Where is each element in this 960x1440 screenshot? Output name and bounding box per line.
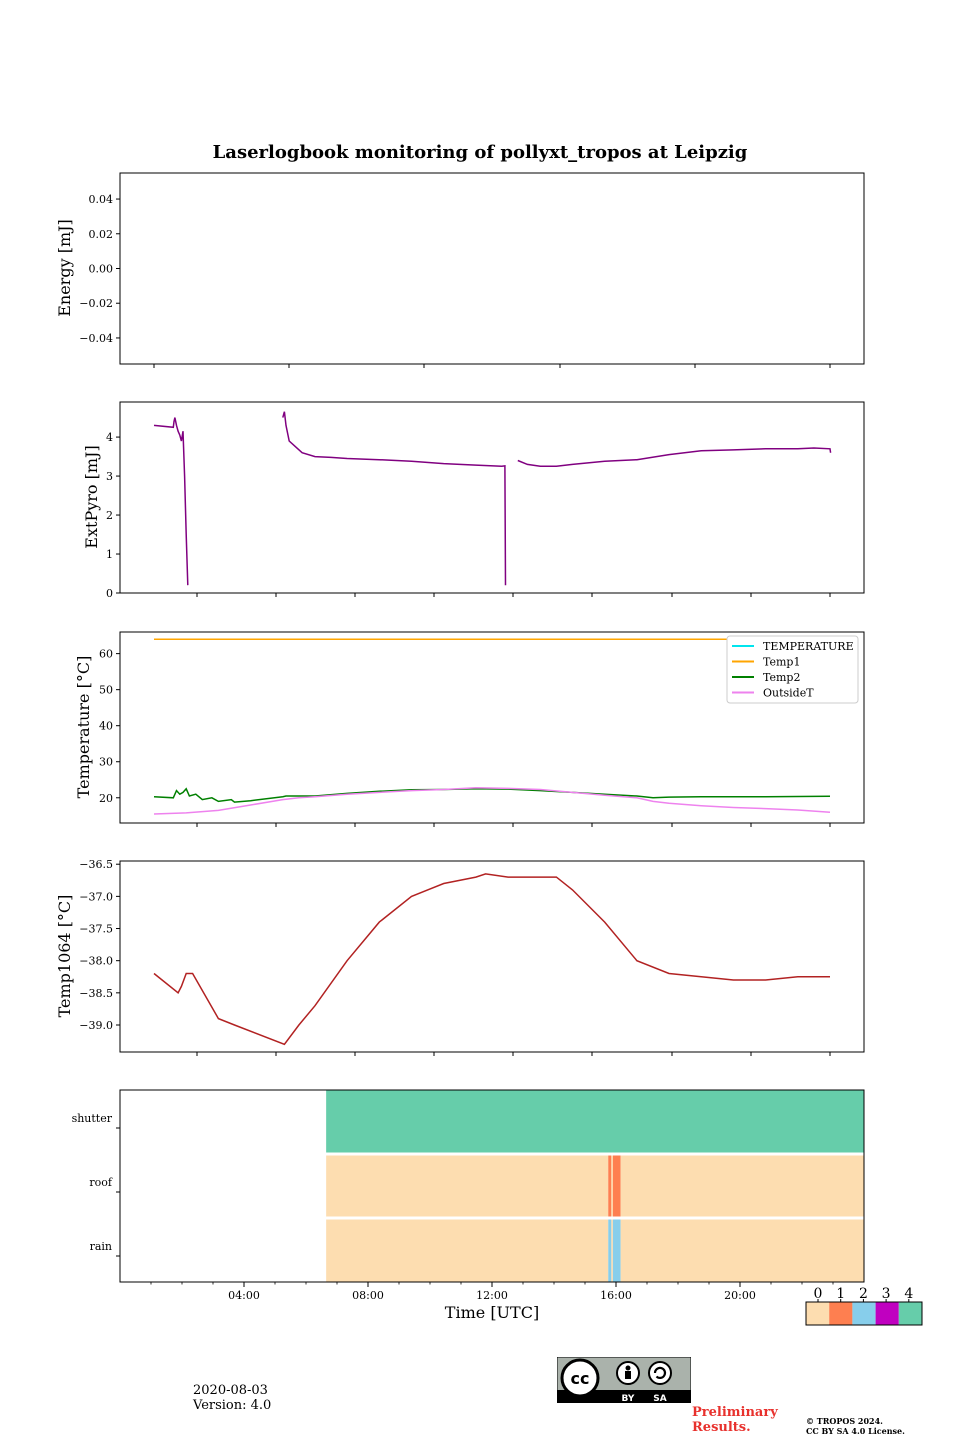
status-block-rain xyxy=(620,1219,864,1282)
temp1064-ytick-label: −37.5 xyxy=(79,923,113,936)
status-xtick-label: 16:00 xyxy=(600,1289,632,1302)
temperature-ytick-label: 40 xyxy=(99,720,113,733)
status-row-label-roof: roof xyxy=(89,1176,113,1189)
extpyro-ytick-label: 2 xyxy=(106,509,113,522)
status-block-rain xyxy=(611,1219,613,1282)
extpyro-axes-frame xyxy=(119,401,865,594)
footer-date-version: 2020-08-03 Version: 4.0 xyxy=(193,1383,271,1413)
energy-panel: Energy [mJ] 0.04 0.02 0.00 −0.02 −0.04 xyxy=(55,172,865,368)
energy-ytick-label: 0.02 xyxy=(89,228,114,241)
temp1064-axes-frame xyxy=(119,860,865,1053)
status-xtick-label: 20:00 xyxy=(724,1289,756,1302)
status-block-roof xyxy=(612,1155,621,1217)
status-row-label-shutter: shutter xyxy=(72,1112,113,1125)
preliminary-results-note: Preliminary Results. xyxy=(692,1405,778,1435)
extpyro-ytick-label: 4 xyxy=(106,431,113,444)
sa-share-alike-icon xyxy=(648,1361,672,1385)
temp1064-series-temp1064 xyxy=(153,873,830,1046)
colorbar-swatch-0 xyxy=(806,1302,830,1325)
extpyro-ytick-label: 0 xyxy=(106,587,113,600)
status-block-roof xyxy=(611,1155,613,1217)
preliminary-line1: Preliminary xyxy=(692,1405,778,1420)
badge-by-label: BY xyxy=(622,1394,635,1403)
status-panel: Time [UTC] shutter roof rain 04:00 08:00 12:0… xyxy=(72,1089,865,1322)
colorbar-label-4: 4 xyxy=(904,1286,913,1302)
svg-text:cc: cc xyxy=(571,1369,590,1388)
colorbar-swatch-1 xyxy=(829,1302,853,1325)
temperature-ytick-label: 50 xyxy=(99,684,113,697)
temp1064-ytick-label: −38.5 xyxy=(79,987,113,1000)
energy-ytick-label: −0.02 xyxy=(79,297,113,310)
temperature-ylabel: Temperature [°C] xyxy=(74,656,93,799)
preliminary-line2: Results. xyxy=(692,1420,751,1435)
time-xlabel: Time [UTC] xyxy=(445,1303,539,1322)
copyright-line2: CC BY SA 4.0 License. xyxy=(806,1426,905,1436)
cc-icon xyxy=(560,1358,600,1398)
energy-axes-frame xyxy=(119,172,865,365)
temperature-axes-frame xyxy=(119,631,865,824)
status-block-roof xyxy=(620,1155,864,1217)
colorbar-label-2: 2 xyxy=(859,1286,868,1302)
cc-by-sa-license-badge[interactable]: cc BY SA xyxy=(557,1357,691,1403)
status-row-label-rain: rain xyxy=(90,1240,112,1253)
colorbar-frame xyxy=(805,1301,923,1326)
status-block-rain xyxy=(326,1219,609,1282)
temperature-ytick-label: 60 xyxy=(99,648,113,661)
legend-label-temperature: TEMPERATURE xyxy=(763,640,854,653)
colorbar-swatch-2 xyxy=(852,1302,876,1325)
colorbar-swatch-4 xyxy=(898,1302,922,1325)
colorbar-label-3: 3 xyxy=(882,1286,891,1302)
extpyro-series-extpyro xyxy=(517,447,832,468)
temp1064-ytick-label: −36.5 xyxy=(79,858,113,871)
legend-label-temp1: Temp1 xyxy=(763,656,800,669)
extpyro-ylabel: ExtPyro [mJ] xyxy=(82,445,101,548)
temperature-panel: Temperature [°C] 20 30 40 50 60 TEMPERATURE Te… xyxy=(74,631,865,827)
colorbar-label-0: 0 xyxy=(814,1286,823,1302)
colorbar-swatch-3 xyxy=(875,1302,899,1325)
status-block-rain xyxy=(612,1219,621,1282)
temp1064-panel: Temp1064 [°C] −36.5 −37.0 −37.5 −38.0 −38.5 −… xyxy=(55,858,865,1056)
temp1064-ytick-label: −38.0 xyxy=(79,955,113,968)
temp1064-ylabel: Temp1064 [°C] xyxy=(55,895,74,1018)
status-block-roof xyxy=(326,1155,609,1217)
footer-version: Version: 4.0 xyxy=(193,1398,272,1413)
temperature-series-temp2 xyxy=(153,787,831,803)
status-block-shutter xyxy=(326,1090,864,1153)
extpyro-series-extpyro xyxy=(282,411,507,586)
status-xtick-label: 08:00 xyxy=(352,1289,384,1302)
legend-label-outsidet: OutsideT xyxy=(763,687,814,700)
extpyro-ytick-label: 1 xyxy=(106,548,113,561)
temperature-ytick-label: 30 xyxy=(99,756,113,769)
legend-label-temp2: Temp2 xyxy=(763,671,800,684)
chart-title: Laserlogbook monitoring of pollyxt_tropo… xyxy=(213,142,748,163)
temperature-ytick-label: 20 xyxy=(99,792,113,805)
status-xtick-label: 04:00 xyxy=(228,1289,260,1302)
temperature-series-outsidet xyxy=(153,786,831,815)
copyright-line1: © TROPOS 2024. xyxy=(806,1416,883,1426)
energy-ylabel: Energy [mJ] xyxy=(55,219,74,317)
extpyro-ytick-label: 3 xyxy=(106,470,113,483)
energy-ytick-label: 0.00 xyxy=(89,263,114,276)
status-block-roof xyxy=(608,1155,612,1217)
temperature-legend xyxy=(726,635,859,704)
energy-ytick-label: −0.04 xyxy=(79,332,113,345)
energy-ytick-label: 0.04 xyxy=(89,193,114,206)
badge-sa-label: SA xyxy=(653,1394,666,1403)
status-xtick-label: 12:00 xyxy=(476,1289,508,1302)
temp1064-ytick-label: −39.0 xyxy=(79,1019,113,1032)
footer-date: 2020-08-03 xyxy=(193,1383,268,1398)
status-block-rain xyxy=(608,1219,612,1282)
copyright-note: © TROPOS 2024. CC BY SA 4.0 License. xyxy=(806,1416,905,1436)
temp1064-ytick-label: −37.0 xyxy=(79,890,113,903)
extpyro-panel: ExtPyro [mJ] 0 1 2 3 4 xyxy=(82,401,865,600)
colorbar-label-1: 1 xyxy=(836,1286,845,1302)
extpyro-series-extpyro xyxy=(153,417,189,586)
